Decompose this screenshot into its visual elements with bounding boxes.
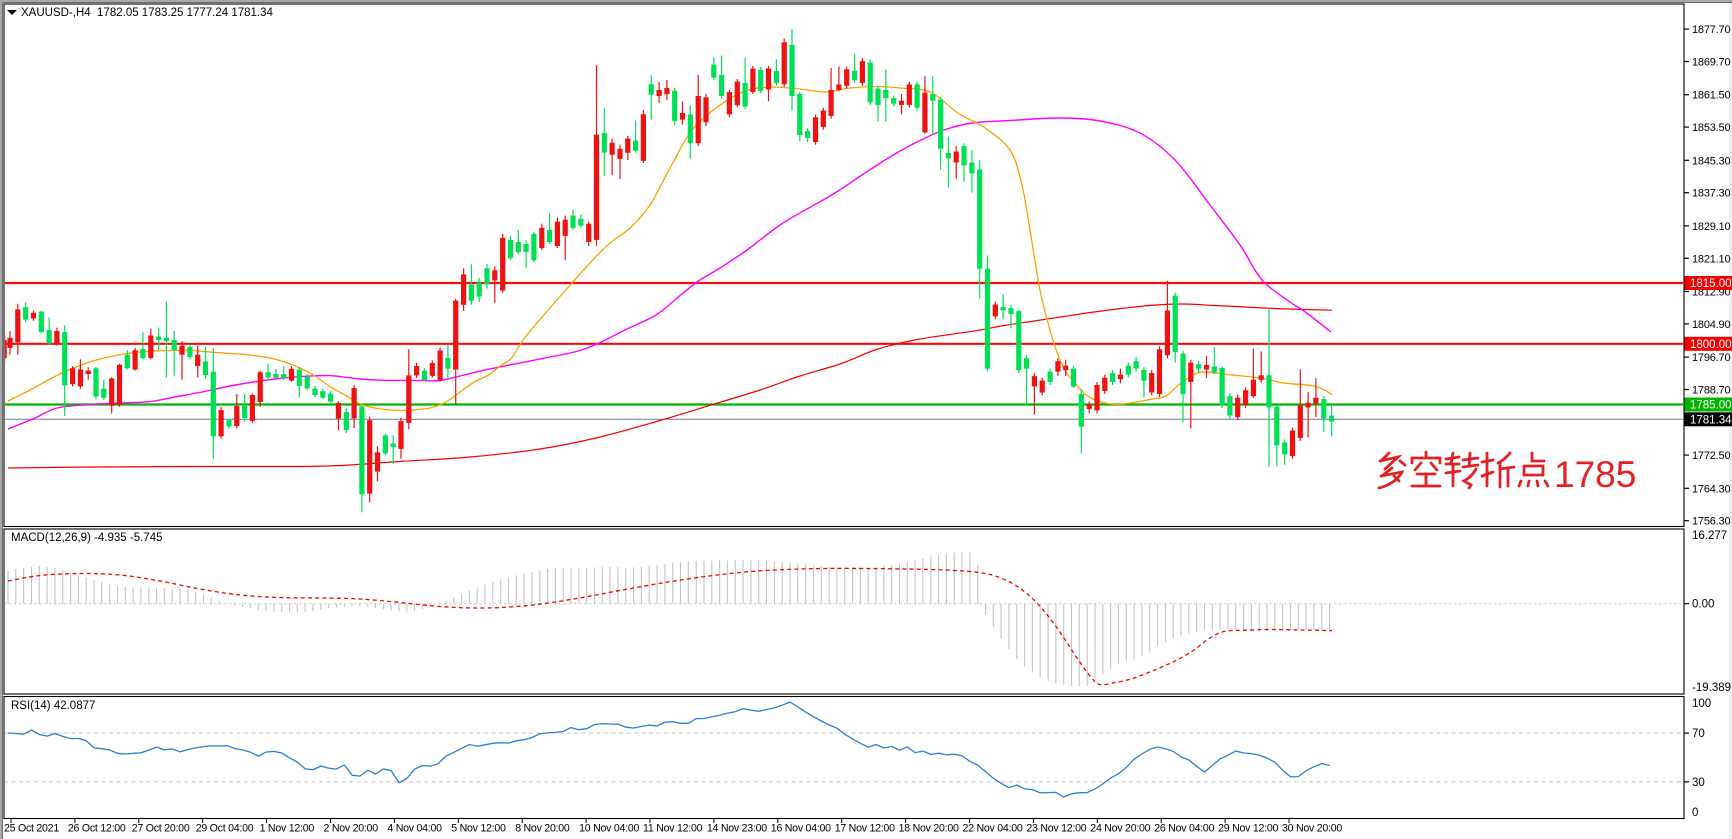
svg-text:1781.34: 1781.34 [1690, 414, 1732, 426]
svg-text:25 Oct 2021: 25 Oct 2021 [4, 823, 59, 835]
svg-text:0: 0 [1692, 807, 1698, 819]
svg-text:29 Oct 04:00: 29 Oct 04:00 [196, 823, 254, 835]
svg-text:1785.00: 1785.00 [1690, 400, 1732, 412]
svg-text:30: 30 [1692, 777, 1705, 789]
svg-text:1772.50: 1772.50 [1692, 450, 1730, 462]
svg-text:4 Nov 04:00: 4 Nov 04:00 [387, 823, 442, 835]
svg-text:23 Nov 12:00: 23 Nov 12:00 [1026, 823, 1086, 835]
svg-text:1815.00: 1815.00 [1690, 278, 1732, 290]
svg-text:1829.10: 1829.10 [1692, 221, 1730, 233]
svg-text:1788.70: 1788.70 [1692, 385, 1730, 397]
svg-text:1861.50: 1861.50 [1692, 90, 1730, 102]
svg-text:2 Nov 20:00: 2 Nov 20:00 [324, 823, 379, 835]
svg-text:MACD(12,26,9) -4.935 -5.745: MACD(12,26,9) -4.935 -5.745 [11, 532, 163, 544]
svg-text:1804.90: 1804.90 [1692, 319, 1730, 331]
svg-text:1869.70: 1869.70 [1692, 57, 1730, 69]
svg-text:1 Nov 12:00: 1 Nov 12:00 [260, 823, 315, 835]
svg-text:1785: 1785 [1554, 454, 1636, 495]
svg-text:1764.30: 1764.30 [1692, 483, 1730, 495]
svg-text:5 Nov 12:00: 5 Nov 12:00 [451, 823, 506, 835]
svg-text:10 Nov 04:00: 10 Nov 04:00 [579, 823, 639, 835]
svg-text:1837.30: 1837.30 [1692, 188, 1730, 200]
svg-text:1845.30: 1845.30 [1692, 155, 1730, 167]
svg-text:8 Nov 20:00: 8 Nov 20:00 [515, 823, 570, 835]
svg-text:22 Nov 04:00: 22 Nov 04:00 [963, 823, 1023, 835]
svg-text:30 Nov 20:00: 30 Nov 20:00 [1282, 823, 1342, 835]
svg-text:1853.50: 1853.50 [1692, 122, 1730, 134]
svg-text:100: 100 [1692, 698, 1711, 710]
svg-text:XAUUSD-,H4 1782.05 1783.25 17: XAUUSD-,H4 1782.05 1783.25 1777.24 1781.… [21, 7, 274, 19]
svg-text:18 Nov 20:00: 18 Nov 20:00 [899, 823, 959, 835]
svg-text:17 Nov 12:00: 17 Nov 12:00 [835, 823, 895, 835]
svg-text:16 Nov 04:00: 16 Nov 04:00 [771, 823, 831, 835]
svg-text:24 Nov 20:00: 24 Nov 20:00 [1090, 823, 1150, 835]
svg-text:26 Nov 04:00: 26 Nov 04:00 [1154, 823, 1214, 835]
svg-text:70: 70 [1692, 728, 1705, 740]
svg-text:14 Nov 23:00: 14 Nov 23:00 [707, 823, 767, 835]
svg-text:1821.10: 1821.10 [1692, 253, 1730, 265]
svg-text:1877.70: 1877.70 [1692, 24, 1730, 36]
svg-text:26 Oct 12:00: 26 Oct 12:00 [68, 823, 126, 835]
svg-text:1796.70: 1796.70 [1692, 352, 1730, 364]
svg-text:-19.389: -19.389 [1692, 682, 1731, 694]
svg-text:27 Oct 20:00: 27 Oct 20:00 [132, 823, 190, 835]
svg-text:1756.30: 1756.30 [1692, 516, 1730, 528]
svg-text:16.277: 16.277 [1692, 530, 1727, 542]
svg-text:11 Nov 12:00: 11 Nov 12:00 [643, 823, 703, 835]
svg-text:1800.00: 1800.00 [1690, 339, 1732, 351]
svg-text:RSI(14) 42.0877: RSI(14) 42.0877 [11, 700, 95, 712]
svg-text:29 Nov 12:00: 29 Nov 12:00 [1218, 823, 1278, 835]
svg-text:0.00: 0.00 [1692, 599, 1714, 611]
